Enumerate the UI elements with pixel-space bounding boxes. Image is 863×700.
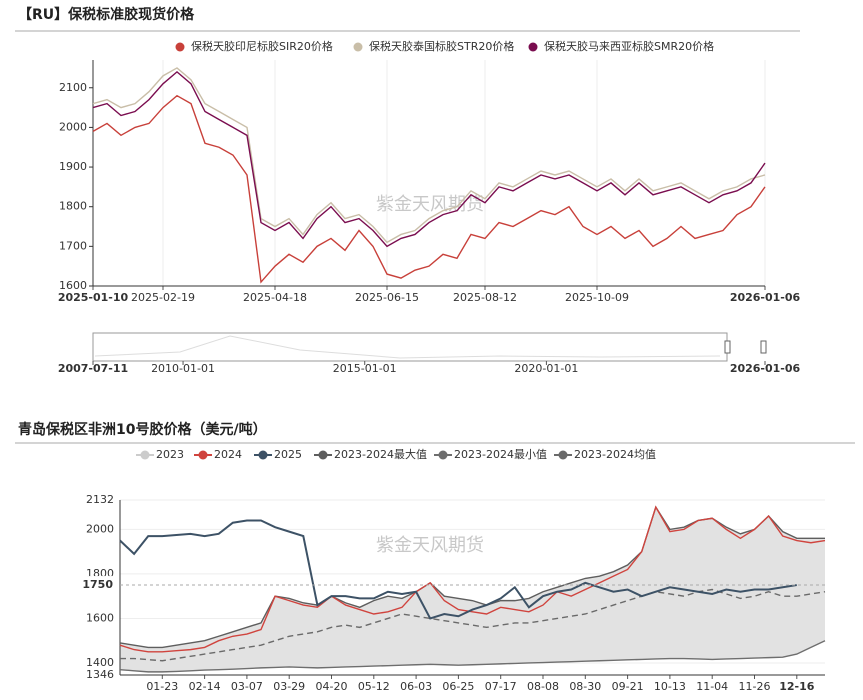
legend-marker (198, 450, 208, 460)
x-tick-label: 2025-10-09 (565, 291, 629, 304)
navigator-label: 2010-01-01 (151, 362, 215, 375)
x-tick-label: 03-07 (231, 680, 263, 693)
navigator-label: 2015-01-01 (333, 362, 397, 375)
legend-marker (528, 42, 538, 52)
navigator-handle[interactable] (724, 340, 731, 354)
legend-marker (438, 450, 448, 460)
legend-marker (140, 450, 150, 460)
y-tick-label: 1600 (59, 279, 87, 292)
series-line (92, 67, 766, 244)
y-tick-label: 1700 (59, 239, 87, 252)
x-tick-label: 09-21 (612, 680, 644, 693)
y-tick-label: 1346 (86, 668, 114, 681)
y-tick-label: 2000 (59, 120, 87, 133)
legend-label[interactable]: 保税天胶印尼标胶SIR20价格 (191, 39, 333, 53)
legend-label[interactable]: 保税天胶马来西亚标胶SMR20价格 (544, 39, 714, 53)
watermark: 紫金天风期货 (376, 535, 484, 556)
legend-marker (558, 450, 568, 460)
x-tick-label: 08-08 (527, 680, 559, 693)
x-tick-label: 11-26 (739, 680, 771, 693)
legend-label[interactable]: 2025 (274, 448, 302, 461)
x-tick-label: 2025-01-10 (58, 291, 129, 304)
x-tick-label: 03-29 (273, 680, 305, 693)
series-line (92, 94, 766, 284)
navigator-label: 2007-07-11 (58, 362, 128, 375)
legend-marker (353, 42, 363, 52)
y-tick-label: 1800 (59, 200, 87, 213)
x-tick-label: 2025-02-19 (131, 291, 195, 304)
x-tick-label: 01-23 (146, 680, 178, 693)
navigator-label: 2020-01-01 (514, 362, 578, 375)
x-tick-label: 04-20 (316, 680, 348, 693)
x-tick-label: 06-03 (400, 680, 432, 693)
y-tick-label: 2100 (59, 81, 87, 94)
legend-label[interactable]: 保税天胶泰国标胶STR20价格 (369, 39, 514, 53)
x-tick-label: 08-30 (569, 680, 601, 693)
legend-marker (258, 450, 268, 460)
y-tick-label: 2000 (86, 522, 114, 535)
x-label-highlight (776, 680, 817, 698)
y-tick-label: 1400 (86, 656, 114, 669)
x-tick-label: 10-13 (654, 680, 686, 693)
legend-label[interactable]: 2024 (214, 448, 242, 461)
legend-marker (175, 42, 185, 52)
legend-label[interactable]: 2023-2024最小值 (454, 448, 547, 461)
series-line (119, 640, 826, 673)
x-tick-label: 06-25 (442, 680, 474, 693)
legend-label[interactable]: 2023 (156, 448, 184, 461)
x-tick-label: 2025-08-12 (453, 291, 517, 304)
legend-label[interactable]: 2023-2024均值 (574, 448, 656, 461)
x-tick-label: 2025-04-18 (243, 291, 307, 304)
legend-label[interactable]: 2023-2024最大值 (334, 447, 427, 461)
x-tick-label: 12-16 (779, 680, 815, 693)
crosshair-box (78, 576, 116, 595)
chart-title: 青岛保税区非洲10号胶价格（美元/吨） (18, 421, 267, 438)
y-tick-label: 1600 (86, 611, 114, 624)
navigator-handle[interactable] (760, 340, 767, 354)
x-tick-label: 07-17 (485, 680, 517, 693)
navigator-label: 2026-01-06 (730, 362, 801, 375)
x-tick-label: 2025-06-15 (355, 291, 419, 304)
series-line (92, 70, 766, 248)
navigator-trace (94, 335, 721, 359)
series-line (119, 519, 797, 620)
series-line (119, 505, 826, 653)
y-tick-label: 2132 (86, 493, 114, 506)
watermark: 紫金天风期货 (376, 194, 484, 215)
y-tick-label: 1900 (59, 160, 87, 173)
series-line (120, 588, 826, 662)
crosshair-label: 1750 (82, 578, 113, 591)
x-tick-label: 05-12 (358, 680, 390, 693)
x-tick-label: 2026-01-06 (730, 291, 801, 304)
x-tick-label: 11-04 (696, 680, 728, 693)
chart-title: 【RU】保税标准胶现货价格 (18, 6, 195, 23)
legend-marker (318, 450, 328, 460)
x-tick-label: 02-14 (189, 680, 221, 693)
area-band (120, 507, 825, 672)
